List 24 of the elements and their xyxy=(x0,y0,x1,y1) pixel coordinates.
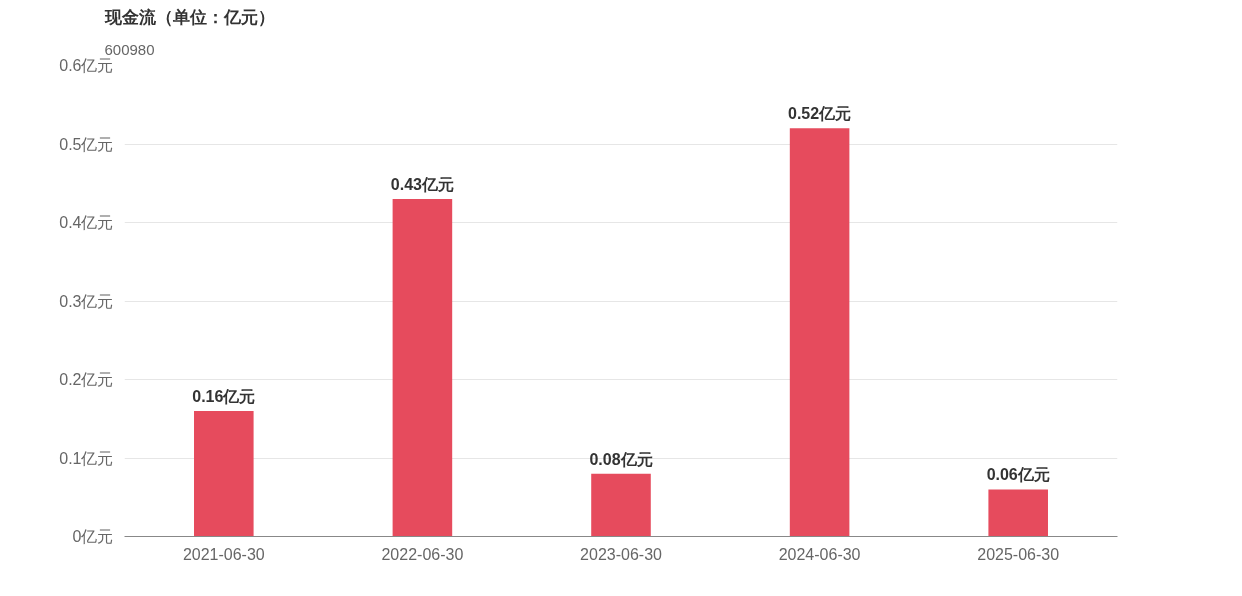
data-label: 0.08亿元 xyxy=(589,450,653,468)
bar xyxy=(392,198,453,537)
chart-title: 现金流（单位：亿元） xyxy=(103,7,275,27)
x-tick-label: 2022-06-30 xyxy=(381,545,464,563)
bar xyxy=(194,410,254,537)
bar xyxy=(591,473,651,537)
data-label: 0.16亿元 xyxy=(192,387,256,405)
data-label: 0.43亿元 xyxy=(390,175,454,193)
y-tick-label: 0.6亿元 xyxy=(59,57,114,74)
data-label: 0.52亿元 xyxy=(788,105,852,123)
x-tick-label: 2023-06-30 xyxy=(580,545,663,563)
y-tick-label: 0.5亿元 xyxy=(59,135,114,153)
y-tick-label: 0.1亿元 xyxy=(59,449,114,467)
x-tick-label: 2021-06-30 xyxy=(182,545,265,563)
x-tick-label: 2025-06-30 xyxy=(977,545,1060,563)
chart-subtitle: 600980 xyxy=(104,40,155,58)
data-label: 0.06亿元 xyxy=(986,466,1050,484)
x-tick-label: 2024-06-30 xyxy=(778,545,861,563)
y-tick-label: 0亿元 xyxy=(72,528,114,545)
y-tick-label: 0.4亿元 xyxy=(59,214,114,231)
bar xyxy=(789,128,850,537)
y-tick-label: 0.2亿元 xyxy=(59,371,114,388)
bar xyxy=(988,489,1048,537)
y-tick-label: 0.3亿元 xyxy=(59,292,114,310)
